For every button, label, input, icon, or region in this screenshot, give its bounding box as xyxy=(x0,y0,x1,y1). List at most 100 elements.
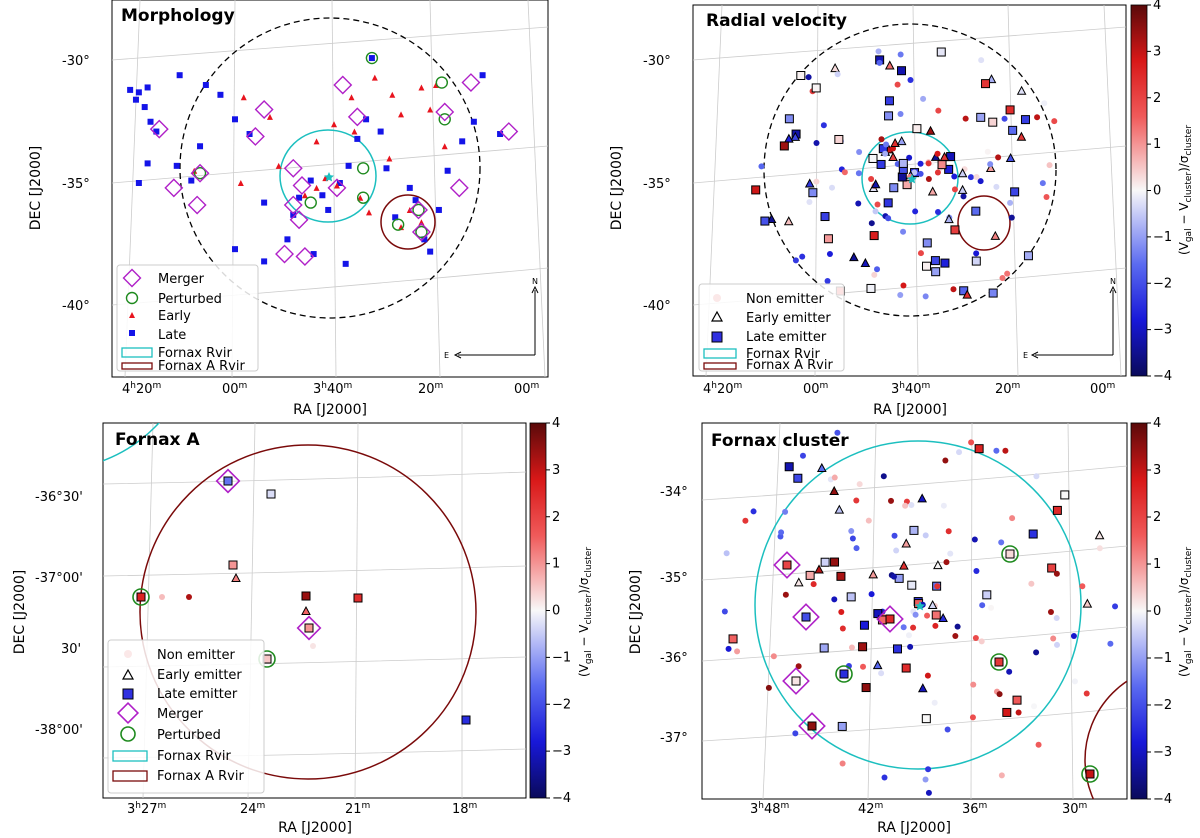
late-point xyxy=(412,197,419,204)
late-emitter-point xyxy=(836,571,846,581)
non-emitter-point xyxy=(885,215,892,222)
non-emitter-point xyxy=(1002,447,1009,454)
non-emitter-point xyxy=(979,602,986,609)
legend-label: Early emitter xyxy=(157,668,242,683)
colorbar: 4 3 2 1 0 −1 −2 −3 −4 (Vgal − Vcluster)/σcluster xyxy=(529,416,594,806)
late-emitter-point xyxy=(760,216,770,226)
non-emitter-point xyxy=(865,517,872,524)
non-emitter-point xyxy=(912,611,919,618)
non-emitter-point xyxy=(971,536,978,543)
panel-title: Fornax A xyxy=(115,430,200,450)
fornaxA-points xyxy=(132,468,471,725)
non-emitter-point xyxy=(1050,635,1057,642)
late-emitter-point xyxy=(884,111,894,121)
non-emitter-point xyxy=(891,532,898,539)
non-emitter-point xyxy=(1041,100,1048,107)
late-emitter-point xyxy=(971,256,981,266)
x-tick-label: 42m xyxy=(858,801,883,817)
colorbar-tick-label: 3 xyxy=(1153,44,1161,59)
late-emitter-point xyxy=(907,580,917,590)
late-point xyxy=(261,258,268,265)
cluster-center-star-icon xyxy=(324,172,334,182)
late-emitter-point xyxy=(846,592,856,602)
late-emitter-point xyxy=(304,623,314,633)
non-emitter-point xyxy=(1039,180,1046,187)
non-emitter-point xyxy=(820,122,827,129)
colorbar-tick-label: 1 xyxy=(1153,137,1161,152)
non-emitter-point xyxy=(960,193,967,200)
early-point xyxy=(371,74,378,81)
late-emitter-point xyxy=(1008,125,1018,135)
non-emitter-point xyxy=(829,184,836,191)
late-point xyxy=(135,180,142,186)
compass-east-label: E xyxy=(444,351,449,360)
merger-marker xyxy=(773,551,801,579)
late-emitter-point xyxy=(834,134,844,144)
non-emitter-point xyxy=(839,760,846,767)
late-emitter-point xyxy=(1028,529,1038,539)
late-point xyxy=(325,206,332,213)
merger-marker xyxy=(254,100,274,119)
early-emitter-point xyxy=(849,252,859,262)
late-emitter-point xyxy=(922,238,932,248)
velocity-points xyxy=(751,47,1058,300)
non-emitter-point xyxy=(795,663,802,670)
early-emitter-point xyxy=(301,605,311,615)
early-emitter-point xyxy=(766,213,777,224)
non-emitter-point xyxy=(725,645,732,652)
x-tick-label: 36m xyxy=(962,801,987,817)
late-point xyxy=(127,86,134,93)
non-emitter-point xyxy=(1043,194,1050,201)
merger-marker xyxy=(187,195,207,215)
non-emitter-point xyxy=(782,591,789,598)
non-emitter-point xyxy=(855,170,862,177)
non-emitter-point xyxy=(765,684,772,691)
compass: N E xyxy=(444,277,539,360)
non-emitter-point xyxy=(1034,114,1041,121)
early-emitter-point xyxy=(962,289,973,299)
y-tick-label: -36°30' xyxy=(35,490,83,505)
merger-marker xyxy=(435,102,455,122)
colorbar-tick-label: −1 xyxy=(1153,651,1172,666)
non-emitter-point xyxy=(924,672,931,679)
non-emitter-point xyxy=(1006,668,1013,675)
late-emitter-point xyxy=(971,206,981,216)
late-emitter-point xyxy=(876,159,886,169)
non-emitter-point xyxy=(925,766,932,773)
non-emitter-point xyxy=(940,502,947,509)
legend-label: Late emitter xyxy=(746,330,827,345)
colorbar-tick-label: 2 xyxy=(552,510,560,525)
merger-marker xyxy=(283,195,303,215)
non-emitter-point xyxy=(799,452,806,459)
early-emitter-point xyxy=(1016,131,1027,141)
non-emitter-point xyxy=(952,632,959,639)
early-point xyxy=(351,128,358,135)
late-point xyxy=(202,82,209,88)
late-emitter-point xyxy=(1002,707,1012,717)
late-emitter-point xyxy=(839,669,849,679)
non-emitter-point xyxy=(995,154,1002,161)
late-emitter-point xyxy=(353,593,363,603)
non-emitter-point xyxy=(883,141,890,148)
late-point xyxy=(132,96,139,103)
perturbed-marker xyxy=(438,113,451,126)
non-emitter-point xyxy=(849,535,856,542)
non-emitter-point xyxy=(897,291,904,298)
late-emitter-point xyxy=(801,612,811,622)
non-emitter-point xyxy=(922,532,929,539)
non-emitter-point xyxy=(778,529,785,536)
early-emitter-point xyxy=(784,133,794,143)
early-point xyxy=(389,91,396,98)
late-emitter-point xyxy=(901,663,911,673)
y-tick-label: -37°00' xyxy=(35,571,83,586)
panel-radial-velocity: Radial velocity -30° -35° -40° 4h20m 00m… xyxy=(609,0,1194,418)
legend-label: Fornax A Rvir xyxy=(157,769,244,784)
y-axis-label: DEC [J2000] xyxy=(609,146,625,231)
outer-dashed-circle xyxy=(179,17,481,319)
non-emitter-point xyxy=(834,71,841,78)
non-emitter-point xyxy=(855,200,862,207)
late-point xyxy=(310,251,317,258)
late-legend-icon xyxy=(129,330,135,336)
colorbar-label: (Vgal − Vcluster)/σcluster xyxy=(1177,125,1194,255)
panel-morphology: Morphology -30° -35° -40° 4h20m 00m 3h40… xyxy=(28,0,549,418)
